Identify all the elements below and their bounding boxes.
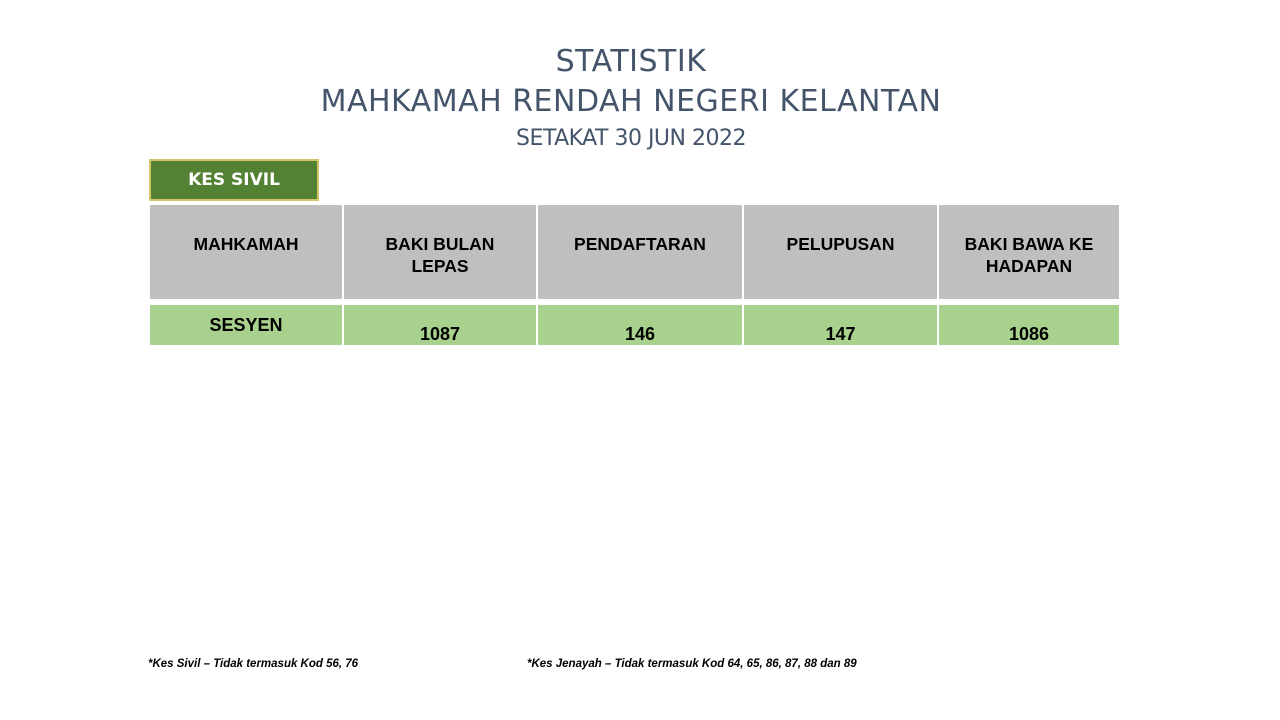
court-name-cell: SESYEN xyxy=(148,303,344,347)
case-type-badge: KES SIVIL xyxy=(149,159,319,201)
pelupusan-cell: 147 xyxy=(742,303,939,347)
pendaftaran-cell: 146 xyxy=(536,303,744,347)
title-line-court: MAHKAMAH RENDAH NEGERI KELANTAN xyxy=(320,84,942,119)
title-line-statistik: STATISTIK xyxy=(555,44,707,79)
column-header-baki-bulan-lepas: BAKI BULAN LEPAS xyxy=(342,203,538,301)
table-header-row: MAHKAMAH BAKI BULAN LEPAS PENDAFTARAN PE… xyxy=(148,203,1121,301)
page-title: STATISTIK MAHKAMAH RENDAH NEGERI KELANTA… xyxy=(0,42,1262,156)
column-header-pendaftaran: PENDAFTARAN xyxy=(536,203,744,301)
table-row: SESYEN 1087 146 147 1086 xyxy=(148,303,1121,347)
baki-bulan-lepas-cell: 1087 xyxy=(342,303,538,347)
column-header-baki-bawa-ke-hadapan: BAKI BAWA KE HADAPAN xyxy=(937,203,1121,301)
column-header-mahkamah: MAHKAMAH xyxy=(148,203,344,301)
title-line-date: SETAKAT 30 JUN 2022 xyxy=(516,126,746,151)
statistics-table: MAHKAMAH BAKI BULAN LEPAS PENDAFTARAN PE… xyxy=(148,203,1121,347)
column-header-pelupusan: PELUPUSAN xyxy=(742,203,939,301)
footnote-kes-sivil: *Kes Sivil – Tidak termasuk Kod 56, 76 xyxy=(148,658,359,670)
footnote-kes-jenayah: *Kes Jenayah – Tidak termasuk Kod 64, 65… xyxy=(527,658,857,670)
baki-bawa-ke-hadapan-cell: 1086 xyxy=(937,303,1121,347)
